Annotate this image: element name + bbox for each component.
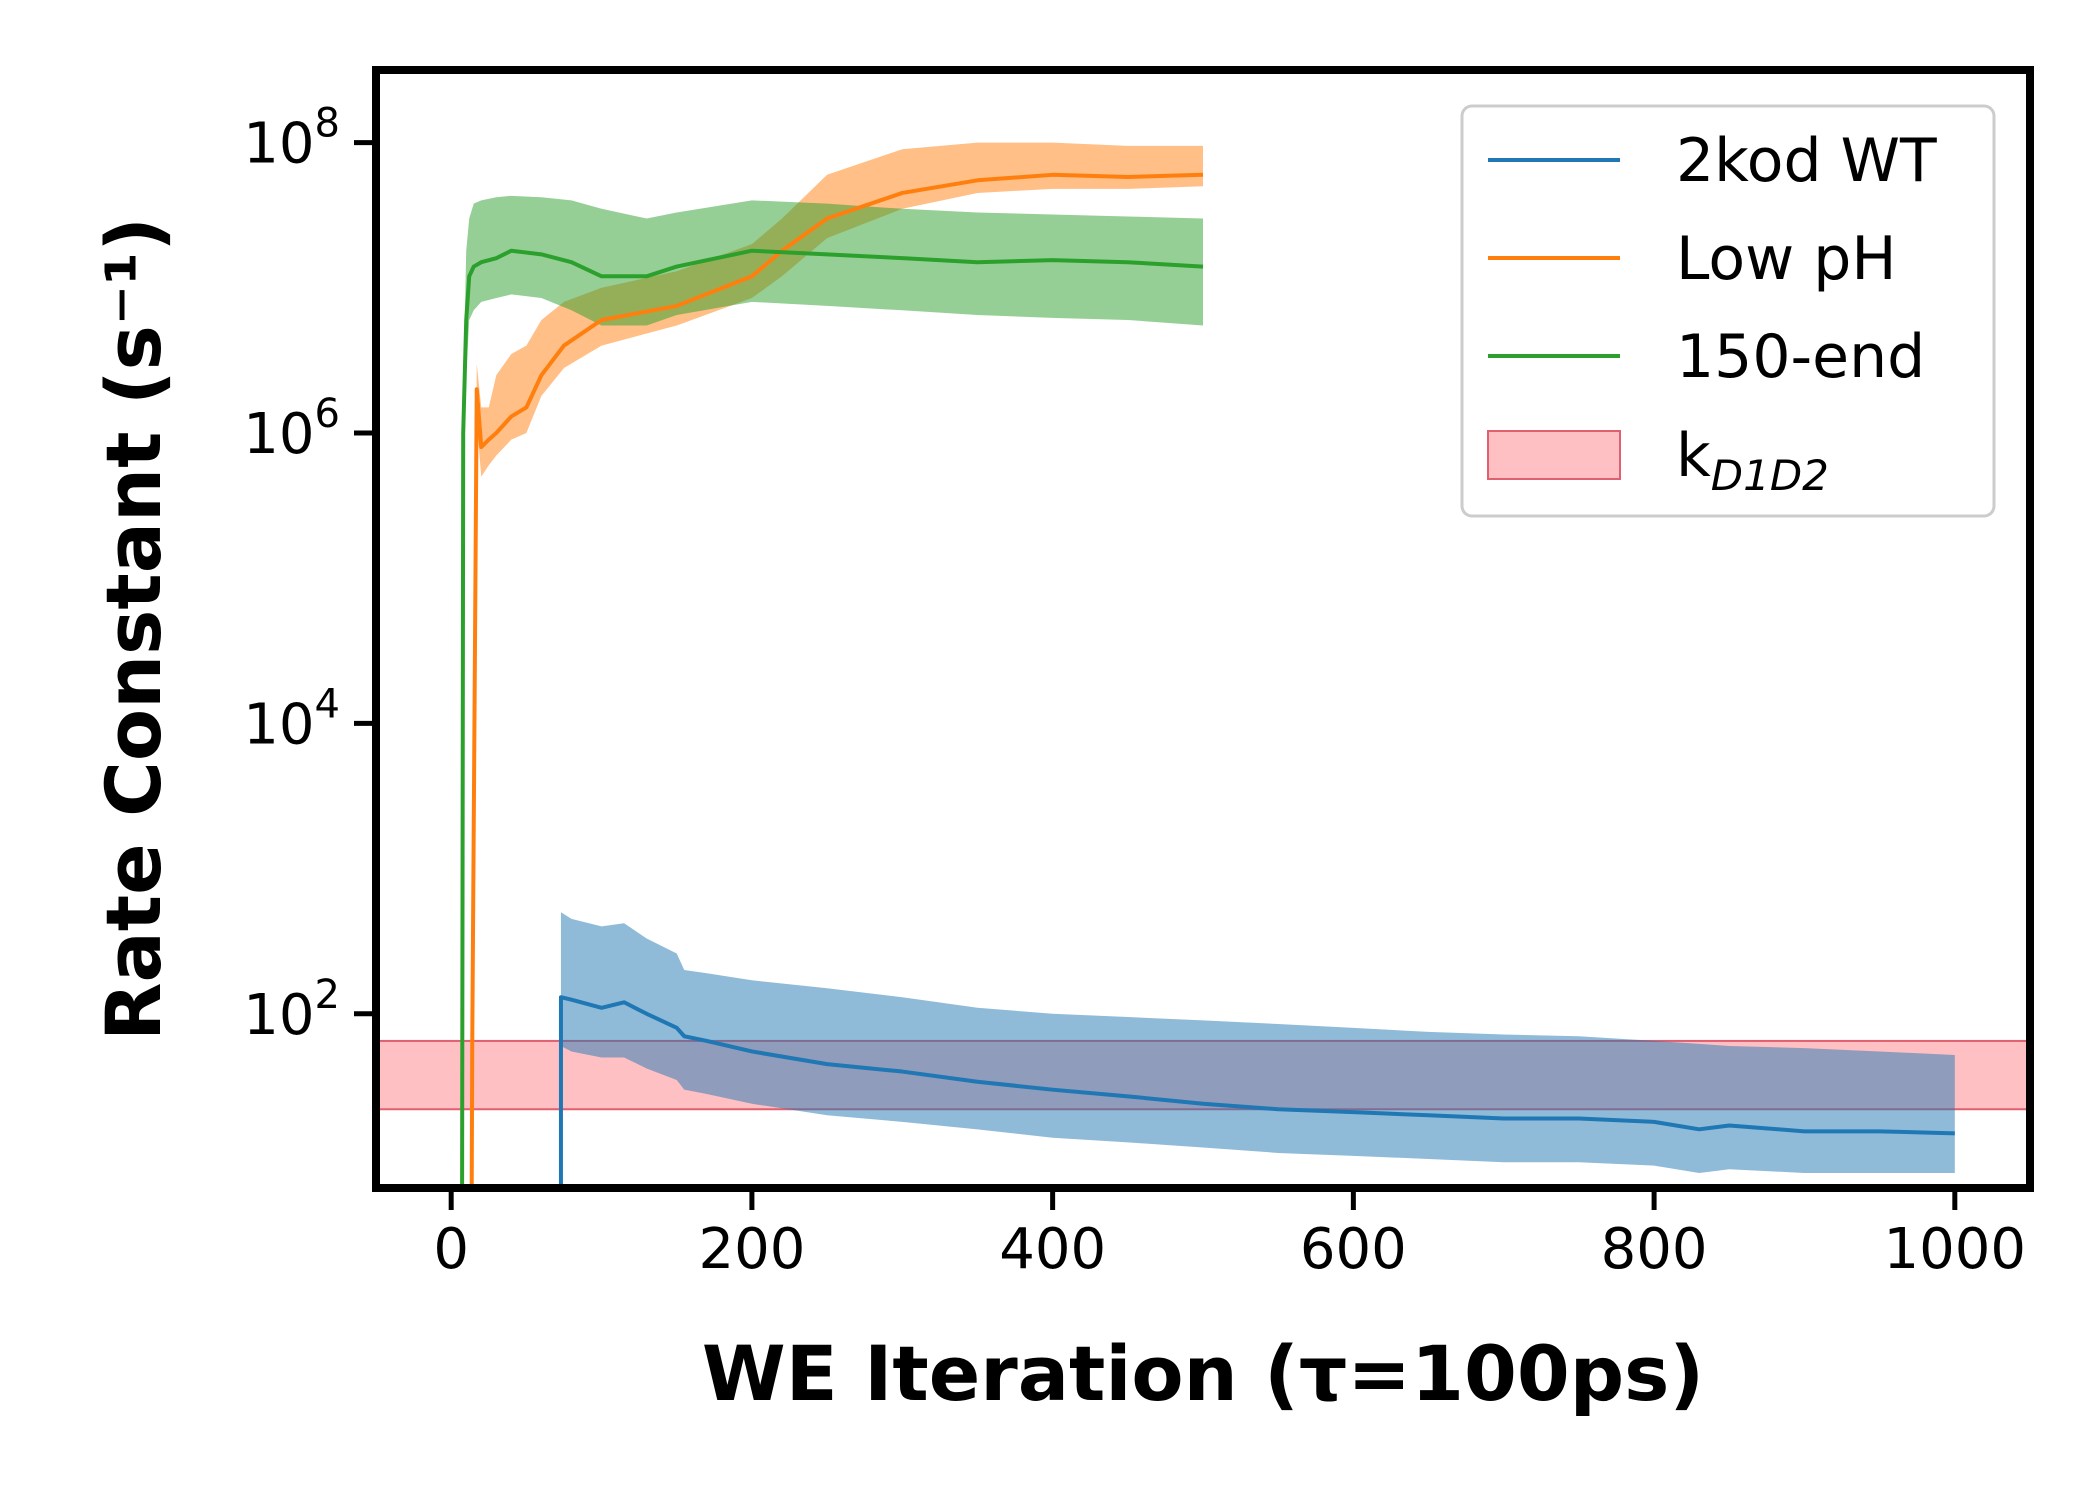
- band-150-end: [462, 195, 1203, 1188]
- legend-label: Low pH: [1676, 224, 1896, 294]
- x-tick-label: 600: [1300, 1217, 1407, 1282]
- x-tick-label: 400: [999, 1217, 1106, 1282]
- line-low-ph: [469, 172, 1204, 1188]
- series-lines: [460, 172, 1955, 1188]
- x-tick-label: 800: [1601, 1217, 1708, 1282]
- legend-swatch-reference: [1487, 430, 1621, 480]
- plot-frame: [372, 66, 2034, 1192]
- y-axis-ticks: 102 104 106 108: [243, 101, 376, 1048]
- x-axis-title: WE Iteration (τ=100ps): [702, 1329, 1704, 1418]
- x-tick-label: 200: [698, 1217, 805, 1282]
- legend-label: 150-end: [1676, 322, 1925, 392]
- y-tick-label: 104: [243, 681, 340, 757]
- x-tick-label: 1000: [1884, 1217, 2027, 1282]
- legend: 2kod WT Low pH 150-end kD1D2: [1460, 104, 1996, 518]
- y-tick-label: 108: [243, 101, 340, 177]
- line-2kod-wt: [558, 995, 1955, 1188]
- legend-label: 2kod WT: [1676, 126, 1937, 196]
- x-tick-label: 0: [433, 1217, 469, 1282]
- legend-label-reference: kD1D2: [1676, 421, 1829, 500]
- x-axis-ticks: 0 200 400 600 800 1000: [433, 1188, 2026, 1282]
- y-tick-label: 106: [243, 391, 340, 467]
- y-tick-label: 102: [243, 972, 340, 1048]
- y-axis-title: Rate Constant (s⁻¹): [89, 217, 178, 1041]
- legend-box: [1460, 104, 1996, 518]
- line-150-end: [460, 248, 1204, 1188]
